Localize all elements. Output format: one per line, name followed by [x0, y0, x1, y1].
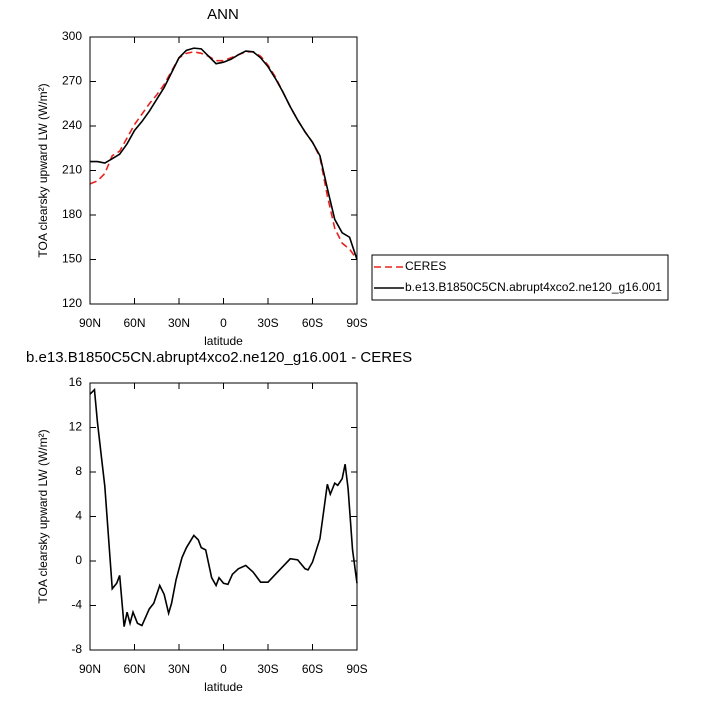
- series-line: [89, 387, 358, 627]
- series-line: [90, 47, 358, 260]
- x-tick-label: 0: [220, 662, 227, 676]
- y-axis-label: TOA clearsky upward LW (W/m²): [36, 83, 50, 257]
- x-tick-label: 30S: [257, 316, 278, 330]
- legend-box: [371, 254, 669, 301]
- y-tick-label: 8: [75, 464, 82, 478]
- y-tick-label: 180: [62, 207, 82, 221]
- y-tick-label: 150: [62, 252, 82, 266]
- y-tick-label: 12: [69, 420, 83, 434]
- chart-title: ANN: [207, 6, 239, 23]
- y-tick-label: 300: [62, 29, 82, 43]
- x-axis-label: latitude: [204, 334, 243, 348]
- x-tick-label: 60S: [302, 316, 323, 330]
- plot-frame: [89, 382, 358, 651]
- x-tick-label: 0: [220, 316, 227, 330]
- x-tick-label: 30N: [168, 662, 190, 676]
- x-tick-label: 60S: [302, 662, 323, 676]
- plot-frame: [89, 36, 358, 305]
- x-tick-label: 60N: [123, 316, 145, 330]
- x-axis-label: latitude: [204, 680, 243, 694]
- y-tick-label: -8: [71, 642, 82, 656]
- x-tick-label: 90N: [79, 662, 101, 676]
- x-tick-label: 30N: [168, 316, 190, 330]
- y-tick-label: 120: [62, 296, 82, 310]
- x-tick-label: 90S: [346, 316, 367, 330]
- x-tick-label: 90S: [346, 662, 367, 676]
- y-tick-label: 210: [62, 163, 82, 177]
- y-tick-label: -4: [71, 598, 82, 612]
- y-tick-label: 0: [75, 553, 82, 567]
- y-tick-label: 16: [69, 375, 83, 389]
- chart-title: b.e13.B1850C5CN.abrupt4xco2.ne120_g16.00…: [26, 349, 412, 366]
- legend-label: CERES: [405, 259, 446, 273]
- y-axis-label: TOA clearsky upward LW (W/m²): [36, 429, 50, 603]
- series-line: [89, 51, 358, 260]
- y-tick-label: 270: [62, 74, 82, 88]
- x-tick-label: 60N: [123, 662, 145, 676]
- y-tick-label: 240: [62, 118, 82, 132]
- legend-label: b.e13.B1850C5CN.abrupt4xco2.ne120_g16.00…: [405, 280, 662, 294]
- x-tick-label: 90N: [79, 316, 101, 330]
- x-tick-label: 30S: [257, 662, 278, 676]
- y-tick-label: 4: [75, 509, 82, 523]
